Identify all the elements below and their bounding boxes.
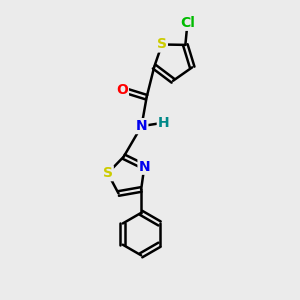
Text: N: N — [136, 119, 147, 133]
Text: S: S — [157, 38, 167, 52]
Text: Cl: Cl — [180, 16, 195, 30]
Text: H: H — [158, 116, 170, 130]
Text: O: O — [116, 82, 128, 97]
Text: S: S — [103, 166, 113, 180]
Text: N: N — [139, 160, 150, 174]
